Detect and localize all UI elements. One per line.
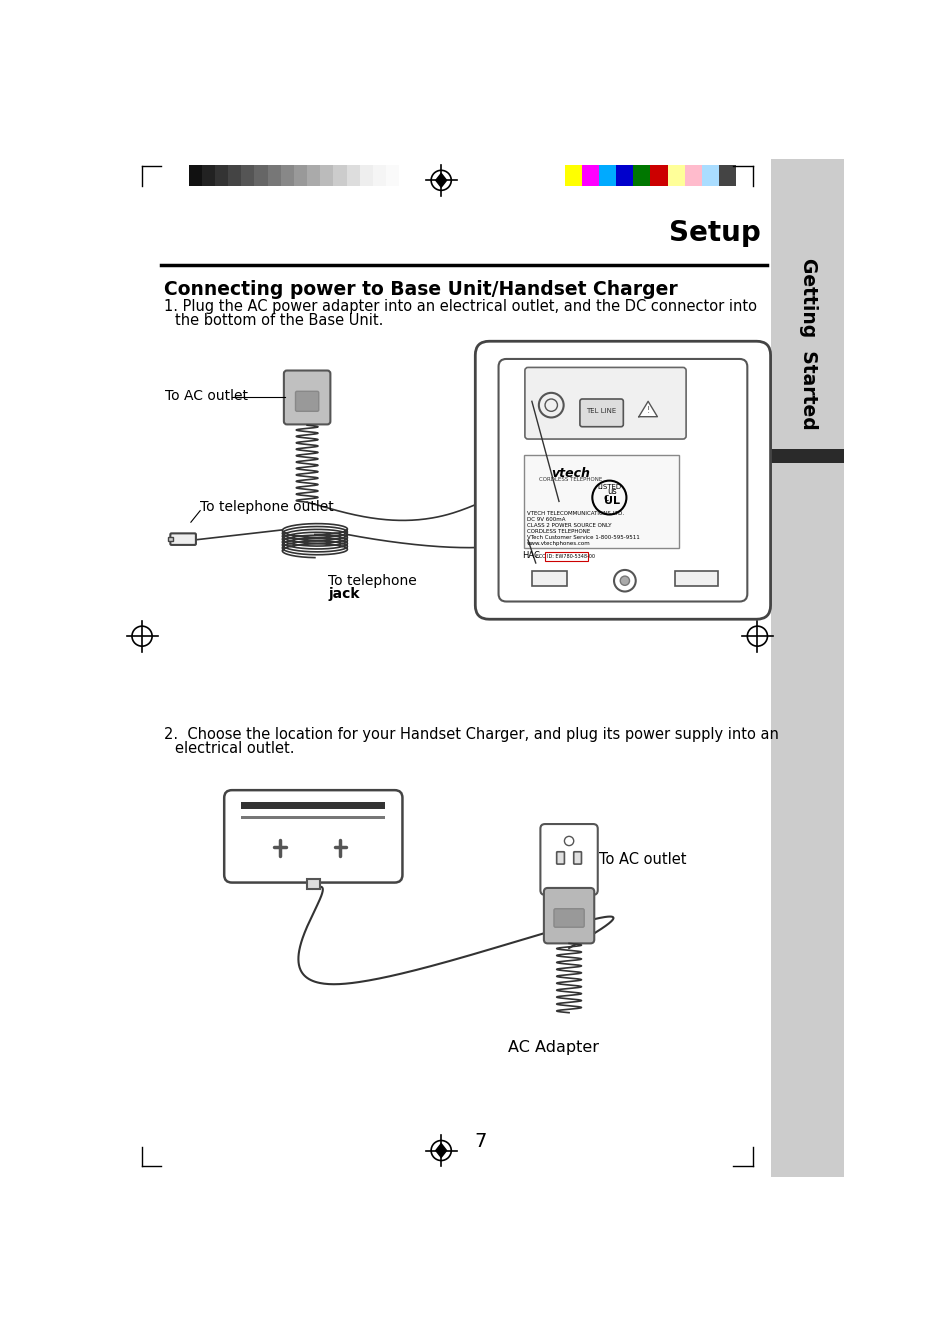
Bar — [675, 570, 718, 586]
Text: Setup: Setup — [669, 220, 761, 247]
Text: Getting  Started: Getting Started — [799, 258, 819, 430]
Bar — [400, 165, 413, 187]
Bar — [280, 165, 294, 187]
Text: To telephone: To telephone — [328, 574, 416, 587]
Bar — [668, 165, 685, 187]
Text: 7: 7 — [475, 1131, 487, 1151]
Text: electrical outlet.: electrical outlet. — [175, 741, 295, 755]
Text: DC 9V 600mA: DC 9V 600mA — [527, 517, 566, 521]
Bar — [633, 165, 650, 187]
Text: FCC ID: EW780-5348-00: FCC ID: EW780-5348-00 — [537, 554, 596, 558]
Bar — [719, 165, 735, 187]
Bar — [599, 165, 616, 187]
Bar — [189, 165, 202, 187]
Bar — [254, 165, 267, 187]
Bar — [168, 537, 173, 541]
Bar — [347, 165, 360, 187]
Bar — [566, 165, 582, 187]
Text: jack: jack — [328, 587, 359, 601]
Text: VTECH TELECOMMUNICATIONS LTD.: VTECH TELECOMMUNICATIONS LTD. — [527, 511, 625, 516]
FancyBboxPatch shape — [554, 909, 584, 927]
Text: Connecting power to Base Unit/Handset Charger: Connecting power to Base Unit/Handset Ch… — [164, 280, 677, 299]
Text: www.vtechphones.com: www.vtechphones.com — [527, 541, 591, 546]
Polygon shape — [436, 1143, 446, 1158]
Text: CLASS 2 POWER SOURCE ONLY: CLASS 2 POWER SOURCE ONLY — [527, 523, 612, 528]
FancyBboxPatch shape — [284, 370, 330, 425]
Bar — [307, 165, 320, 187]
Bar — [524, 455, 679, 548]
Bar — [771, 448, 844, 463]
FancyBboxPatch shape — [499, 359, 748, 602]
Text: To AC outlet: To AC outlet — [599, 852, 687, 867]
Bar — [241, 802, 386, 810]
Text: 1. Plug the AC power adapter into an electrical outlet, and the DC connector int: 1. Plug the AC power adapter into an ele… — [164, 299, 757, 314]
Circle shape — [620, 576, 629, 585]
Text: HAC: HAC — [522, 550, 539, 560]
FancyBboxPatch shape — [580, 400, 624, 427]
Bar — [545, 552, 588, 561]
Text: 2.  Choose the location for your Handset Charger, and plug its power supply into: 2. Choose the location for your Handset … — [164, 728, 779, 742]
FancyBboxPatch shape — [556, 852, 565, 864]
Text: !: ! — [646, 406, 650, 415]
FancyBboxPatch shape — [295, 392, 319, 411]
Bar — [616, 165, 633, 187]
Bar — [241, 165, 254, 187]
Text: vtech: vtech — [552, 467, 590, 480]
Text: CORDLESS TELEPHONE: CORDLESS TELEPHONE — [527, 529, 591, 534]
Bar — [215, 165, 228, 187]
Text: To AC outlet: To AC outlet — [165, 389, 249, 404]
Text: the bottom of the Base Unit.: the bottom of the Base Unit. — [175, 312, 384, 328]
Bar — [582, 165, 599, 187]
Bar — [241, 815, 386, 819]
Bar — [334, 165, 347, 187]
Text: To telephone outlet: To telephone outlet — [200, 500, 334, 513]
Text: LISTED: LISTED — [598, 484, 622, 490]
Text: UL: UL — [604, 496, 620, 507]
FancyBboxPatch shape — [544, 888, 595, 943]
FancyBboxPatch shape — [476, 341, 771, 619]
Polygon shape — [639, 401, 658, 417]
Bar — [386, 165, 400, 187]
FancyBboxPatch shape — [525, 368, 686, 439]
Text: CORDLESS TELEPHONE: CORDLESS TELEPHONE — [539, 476, 602, 482]
Text: c: c — [603, 492, 609, 503]
FancyBboxPatch shape — [574, 852, 582, 864]
Bar — [532, 570, 567, 586]
Bar — [294, 165, 307, 187]
Bar — [202, 165, 215, 187]
Bar — [228, 165, 241, 187]
Bar — [685, 165, 702, 187]
Bar — [307, 880, 320, 889]
Polygon shape — [436, 173, 446, 188]
Text: VTech Customer Service 1-800-595-9511: VTech Customer Service 1-800-595-9511 — [527, 536, 640, 540]
Bar — [320, 165, 334, 187]
FancyBboxPatch shape — [171, 533, 196, 545]
Text: AC Adapter: AC Adapter — [508, 1040, 599, 1054]
Text: us: us — [608, 487, 617, 496]
Text: TEL LINE: TEL LINE — [586, 409, 617, 414]
Circle shape — [614, 570, 636, 591]
Bar — [360, 165, 373, 187]
FancyBboxPatch shape — [540, 824, 598, 894]
FancyBboxPatch shape — [224, 790, 402, 882]
Bar — [702, 165, 719, 187]
Bar — [771, 159, 844, 1177]
Bar — [650, 165, 668, 187]
Bar — [267, 165, 280, 187]
Bar — [373, 165, 386, 187]
